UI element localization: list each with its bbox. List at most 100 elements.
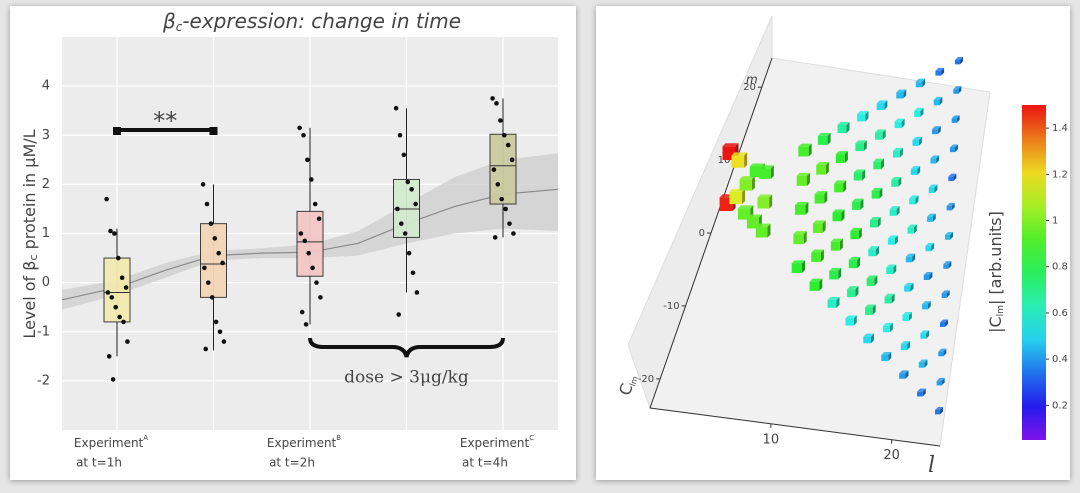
bar-side [948, 261, 952, 269]
bar [759, 168, 771, 179]
bar-top [932, 126, 941, 130]
colorbar-label: |Clm| [arb.units] [986, 211, 1006, 333]
bar-top [930, 155, 940, 159]
bar [830, 241, 840, 251]
data-point [204, 201, 210, 207]
data-point [393, 105, 399, 111]
bracket-end [209, 127, 218, 135]
bar [936, 380, 942, 386]
bar-top [943, 261, 952, 265]
data-point [499, 196, 504, 202]
bar-side [742, 188, 746, 205]
box [103, 257, 131, 323]
bar-top [866, 275, 878, 279]
y-tick-label: 0 [42, 275, 50, 290]
title-part: β [162, 9, 176, 33]
bar-top [912, 137, 922, 140]
bar-side [932, 213, 936, 222]
data-point [410, 270, 416, 276]
bar-side [943, 348, 947, 357]
bar-side [929, 272, 933, 280]
bar [953, 89, 959, 94]
bar-side [819, 278, 823, 291]
ylabel-part: protein in μM/L [20, 129, 39, 254]
bar [884, 296, 892, 304]
bar-side [950, 232, 953, 240]
bar [907, 227, 914, 234]
bar-side [822, 220, 826, 233]
bar-top [899, 370, 909, 374]
x-tick-sup: A [143, 434, 148, 442]
data-point [213, 319, 219, 325]
bar-top [835, 151, 848, 155]
data-point [491, 167, 497, 172]
data-point [200, 182, 206, 187]
bar-side [940, 407, 943, 415]
bar [853, 172, 863, 181]
bar-side [951, 202, 955, 211]
bar [866, 278, 875, 286]
bar-top [798, 143, 812, 147]
data-point [318, 295, 323, 300]
bar-top [935, 67, 945, 71]
bar-top [722, 143, 739, 147]
bar [938, 351, 944, 357]
data-point [299, 309, 305, 315]
bar [837, 125, 847, 133]
bar-side [860, 198, 864, 210]
data-point [212, 236, 218, 241]
data-point [104, 196, 109, 202]
bar [914, 110, 921, 117]
bar-side [877, 217, 881, 228]
colorbar-tick-label: 0.4 [1052, 354, 1068, 365]
bar-top [902, 312, 912, 315]
bar [912, 140, 919, 146]
bar [850, 230, 859, 240]
y-tick-label: 3 [42, 128, 50, 143]
bar-side [836, 297, 840, 308]
data-point [314, 280, 319, 285]
bar-side [955, 144, 958, 153]
bar [930, 158, 937, 164]
x-tick-time: at t=2h [269, 456, 315, 470]
bar-side [871, 333, 874, 344]
bar-side [846, 122, 850, 133]
data-point [109, 295, 115, 300]
bar-top [816, 162, 829, 165]
bar [865, 307, 873, 315]
bar-side [841, 209, 845, 222]
colorbar-tick-label: 0.2 [1052, 400, 1068, 411]
bar-top [757, 194, 773, 198]
bar [910, 169, 918, 175]
x-tick-label: 10 [763, 432, 780, 447]
bar-top [918, 359, 928, 363]
bar-side [770, 165, 774, 179]
bar-top [915, 78, 926, 82]
bar [791, 263, 802, 273]
bar-top [873, 158, 884, 162]
bar [737, 208, 751, 220]
bar-top [737, 205, 754, 209]
data-point [507, 221, 512, 226]
bar-side [893, 264, 897, 275]
bar [812, 223, 823, 233]
bar [923, 275, 930, 280]
bar [876, 103, 885, 110]
bar-top [925, 242, 935, 246]
bar-top [857, 111, 869, 115]
bar-side [805, 202, 809, 215]
bar [891, 180, 899, 187]
y-tick-label: 10 [718, 155, 731, 166]
bar-top [870, 217, 881, 220]
y-tick-label: 20 [743, 82, 756, 93]
bar-top [884, 293, 895, 297]
data-point [301, 132, 306, 138]
bar-top [731, 152, 748, 156]
data-point [113, 304, 119, 310]
bar [894, 121, 902, 129]
bar-side [907, 341, 911, 350]
bar [915, 81, 923, 88]
bar [870, 220, 878, 228]
bar-side [827, 132, 831, 145]
